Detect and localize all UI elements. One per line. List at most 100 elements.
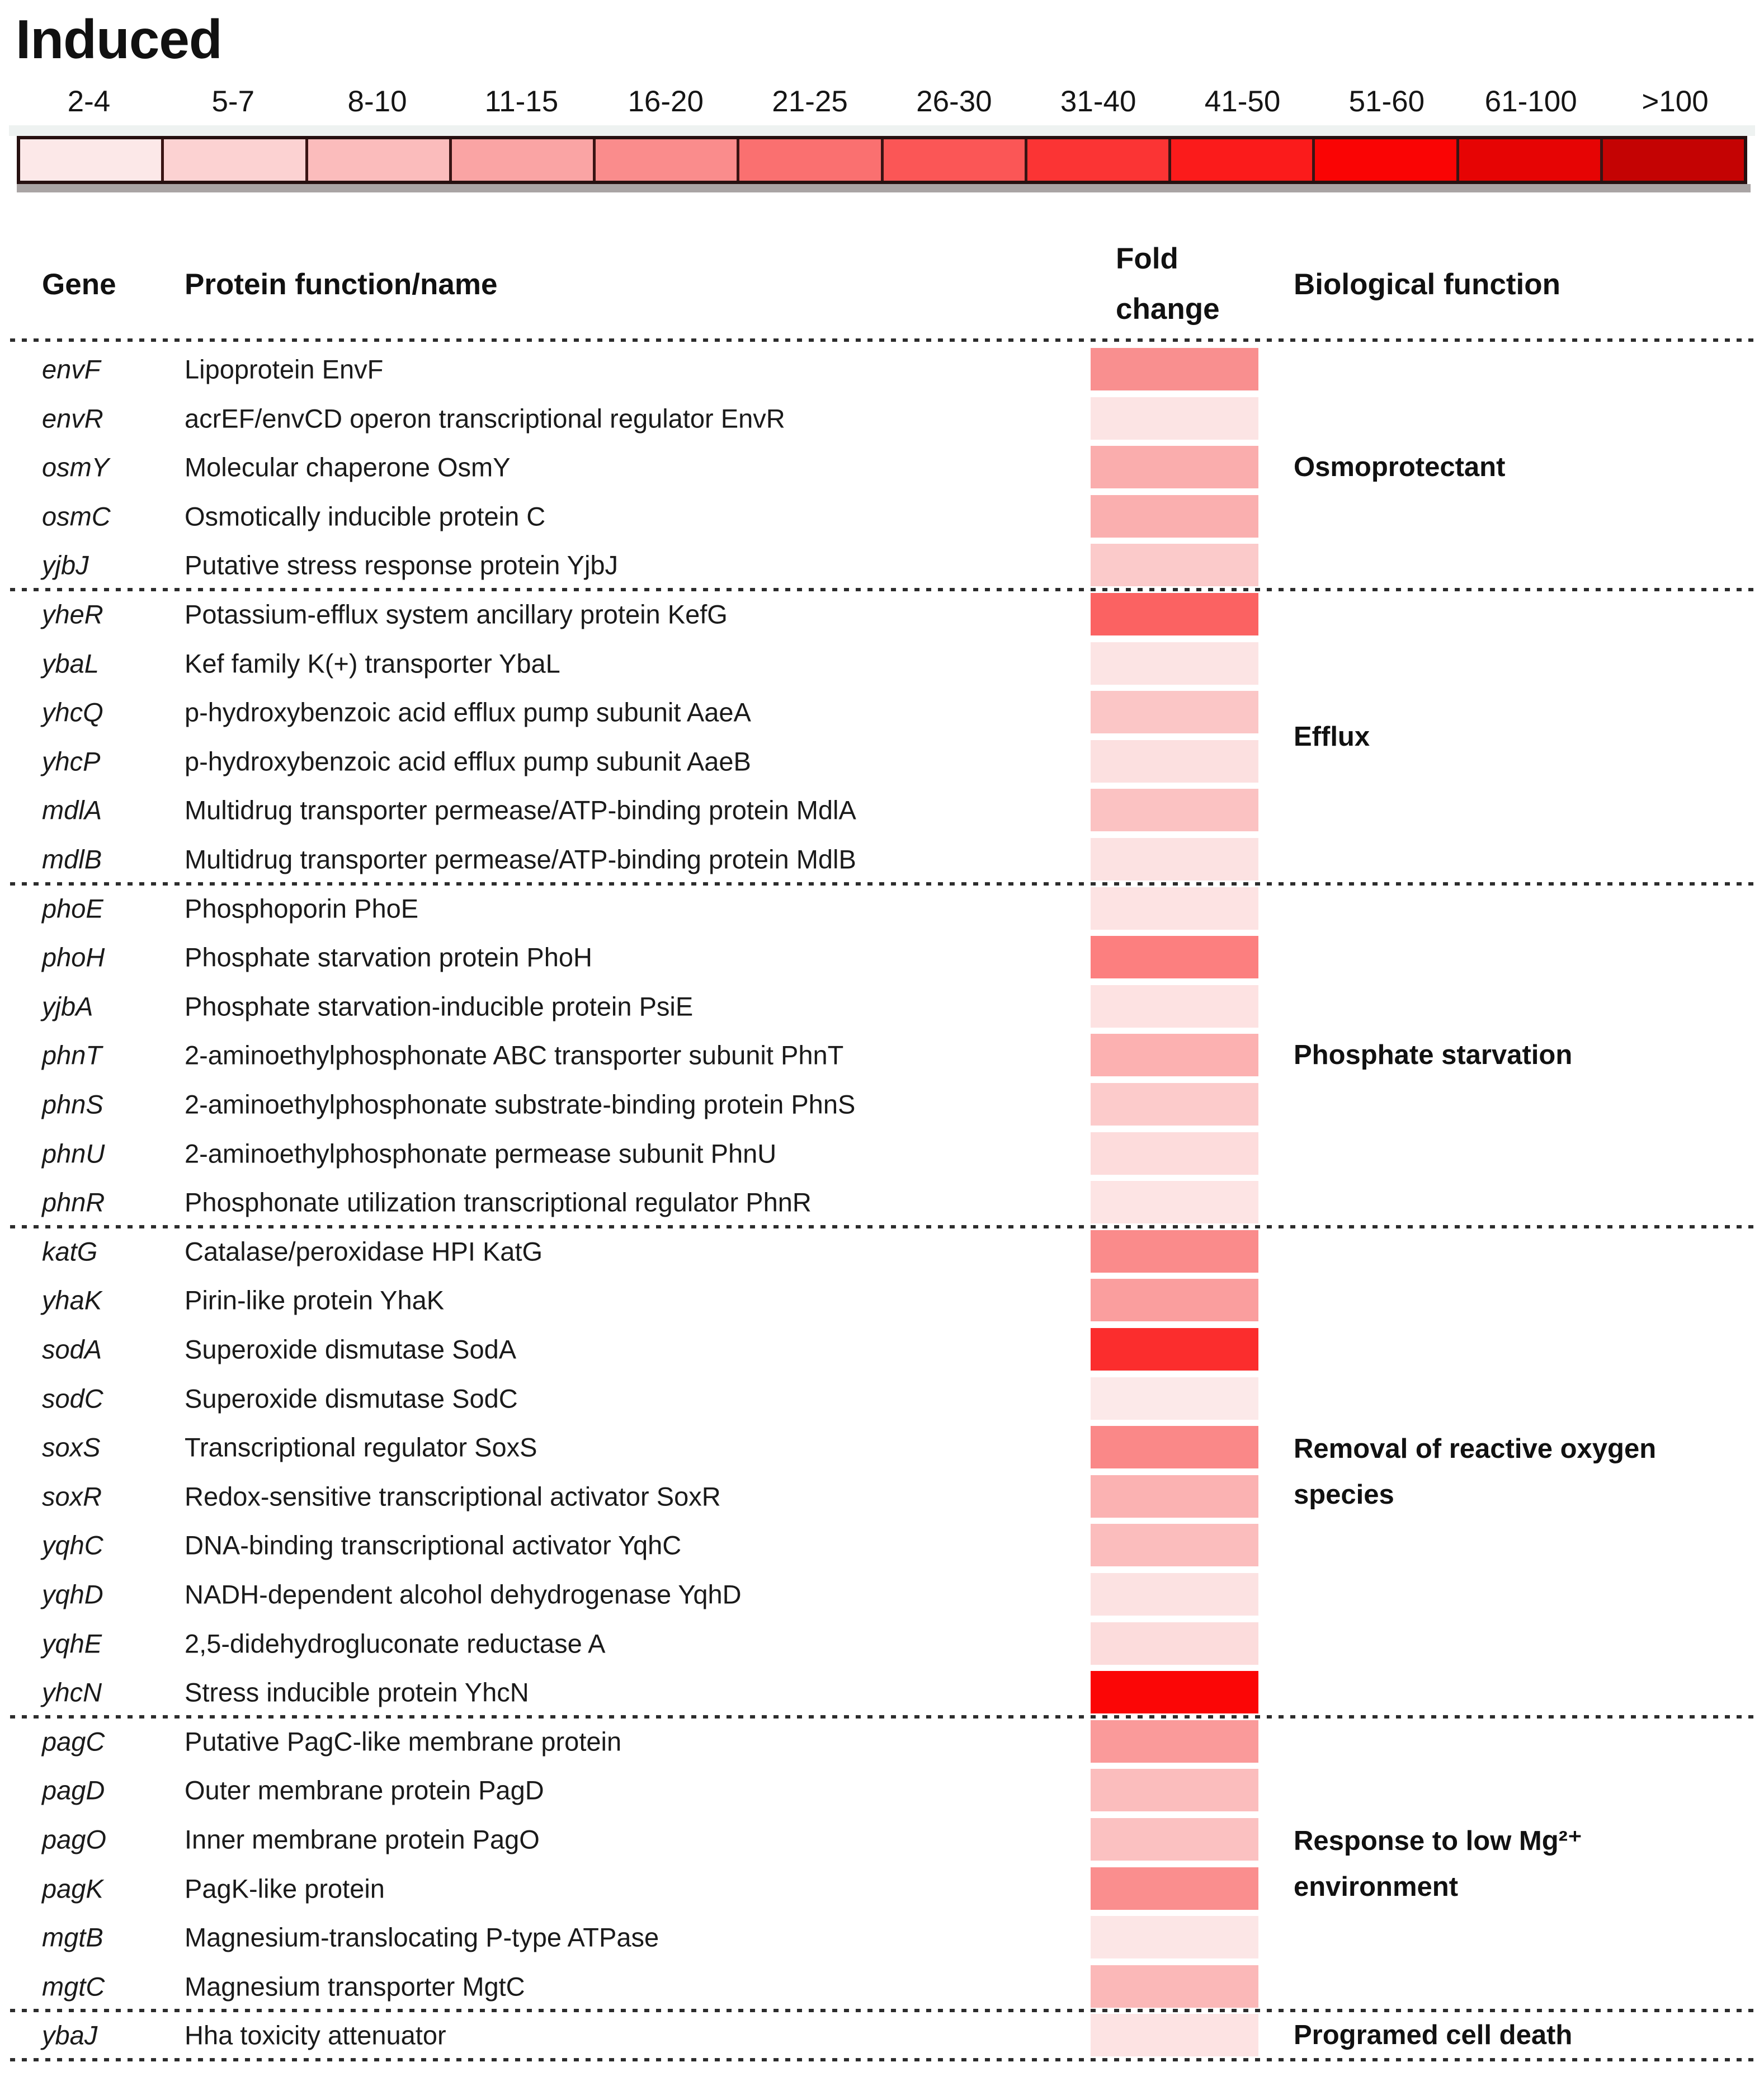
group-separator [10,1225,1754,1228]
legend-bin-label: 26-30 [916,85,992,118]
gene-name: yqhD [42,1579,103,1609]
protein-name: Potassium-efflux system ancillary protei… [185,599,728,629]
fold-change-swatch [1091,691,1258,734]
legend-bin-swatch [1315,139,1459,181]
group-function-label: Efflux [1294,714,1370,760]
gene-name: soxS [42,1432,101,1462]
legend-bin-label: 5-7 [211,85,255,118]
fold-change-swatch [1091,1230,1258,1273]
protein-name: Outer membrane protein PagD [185,1775,544,1805]
protein-name: 2-aminoethylphosphonate permease subunit… [185,1138,777,1169]
legend-bin-label: 8-10 [347,85,407,118]
fold-change-swatch [1091,1524,1258,1567]
gene-name: mgtC [42,1971,105,2002]
fold-change-swatch [1091,397,1258,440]
fold-change-swatch [1091,1034,1258,1077]
group-function-label-line: Response to low Mg²⁺ [1294,1825,1582,1856]
protein-name: Phosphate starvation protein PhoH [185,942,592,972]
legend-bin-swatch [1459,139,1603,181]
protein-name: Kef family K(+) transporter YbaL [185,648,560,679]
gene-name: pagD [42,1775,105,1805]
fold-change-swatch [1091,1622,1258,1665]
fold-change-swatch [1091,740,1258,783]
group-separator [10,2009,1754,2013]
gene-name: osmC [42,501,111,531]
fold-change-swatch [1091,642,1258,685]
fold-change-swatch [1091,1916,1258,1959]
group-separator [10,588,1754,591]
gene-name: mdlA [42,795,102,825]
protein-name: Phosphonate utilization transcriptional … [185,1187,812,1217]
legend-bin-swatch [20,139,164,181]
fold-change-swatch [1091,1720,1258,1763]
group-function-label-line: Osmoprotectant [1294,452,1506,483]
fold-change-swatch [1091,838,1258,881]
legend-bin-label: 31-40 [1060,85,1136,118]
protein-name: acrEF/envCD operon transcriptional regul… [185,403,785,434]
fold-change-swatch [1091,936,1258,979]
legend-bin-label: 61-100 [1484,85,1577,118]
legend-bin-label: >100 [1642,85,1709,118]
protein-name: Superoxide dismutase SodA [185,1334,517,1364]
protein-name: p-hydroxybenzoic acid efflux pump subuni… [185,697,751,727]
fold-change-swatch [1091,1181,1258,1224]
fold-change-swatch [1091,2014,1258,2057]
protein-name: Multidrug transporter permease/ATP-bindi… [185,844,856,874]
protein-name: Redox-sensitive transcriptional activato… [185,1481,721,1512]
legend-bin-swatch [1171,139,1315,181]
legend-bin-label: 51-60 [1348,85,1425,118]
fold-change-swatch [1091,1279,1258,1322]
fold-change-swatch [1091,1475,1258,1518]
legend-bin-swatch [451,139,596,181]
fold-change-legend-labels: 2-4 5-7 8-10 11-15 16-20 21-25 26-30 31-40 41-50… [17,84,1747,120]
legend-top-strip [9,125,1755,136]
group-function-label: Osmoprotectant [1294,444,1505,490]
gene-name: pagO [42,1824,106,1854]
legend-bin-swatch [164,139,308,181]
fold-change-swatch [1091,495,1258,538]
gene-name: phoH [42,942,105,972]
gene-name: soxR [42,1481,102,1512]
protein-name: DNA-binding transcriptional activator Yq… [185,1530,682,1560]
gene-name: ybaL [42,648,99,679]
gene-name: yqhE [42,1628,102,1659]
legend-bin-label: 16-20 [628,85,704,118]
column-header-biological-function: Biological function [1294,268,1560,301]
group-function-label-line: Phosphate starvation [1294,1040,1573,1071]
group-function-label: Response to low Mg²⁺ environment [1294,1818,1582,1910]
protein-name: Pirin-like protein YhaK [185,1285,445,1315]
protein-name: p-hydroxybenzoic acid efflux pump subuni… [185,746,751,776]
gene-name: ybaJ [42,2020,98,2050]
protein-name: Transcriptional regulator SoxS [185,1432,537,1462]
protein-name: Catalase/peroxidase HPI KatG [185,1236,543,1267]
gene-name: yhcQ [42,697,103,727]
legend-bin-label: 21-25 [772,85,848,118]
gene-name: pagK [42,1873,103,1904]
group-function-label-line: Removal of reactive oxygen [1294,1434,1657,1464]
protein-name: Putative stress response protein YjbJ [185,550,619,580]
protein-name: 2-aminoethylphosphonate substrate-bindin… [185,1089,856,1119]
protein-name: Stress inducible protein YhcN [185,1677,529,1707]
legend-bin-label: 11-15 [484,85,559,118]
gene-name: yhcN [42,1677,102,1707]
fold-change-swatch [1091,1671,1258,1714]
gene-name: sodC [42,1383,103,1414]
gene-name: phnT [42,1040,102,1070]
fold-change-swatch [1091,789,1258,832]
fold-change-swatch [1091,1769,1258,1812]
column-header-gene: Gene [42,268,116,301]
protein-name: Multidrug transporter permease/ATP-bindi… [185,795,856,825]
legend-bin-swatch [739,139,884,181]
legend-bin-swatch [1602,139,1744,181]
fold-change-legend-bar [17,136,1747,184]
protein-name: Hha toxicity attenuator [185,2020,446,2050]
protein-name: Magnesium transporter MgtC [185,1971,525,2002]
gene-name: yhaK [42,1285,102,1315]
protein-name: Phosphate starvation-inducible protein P… [185,991,694,1021]
protein-name: Phosphoporin PhoE [185,893,419,924]
fold-change-swatch [1091,348,1258,390]
gene-name: phnR [42,1187,105,1217]
fold-change-swatch [1091,1818,1258,1861]
protein-name: Inner membrane protein PagO [185,1824,540,1854]
